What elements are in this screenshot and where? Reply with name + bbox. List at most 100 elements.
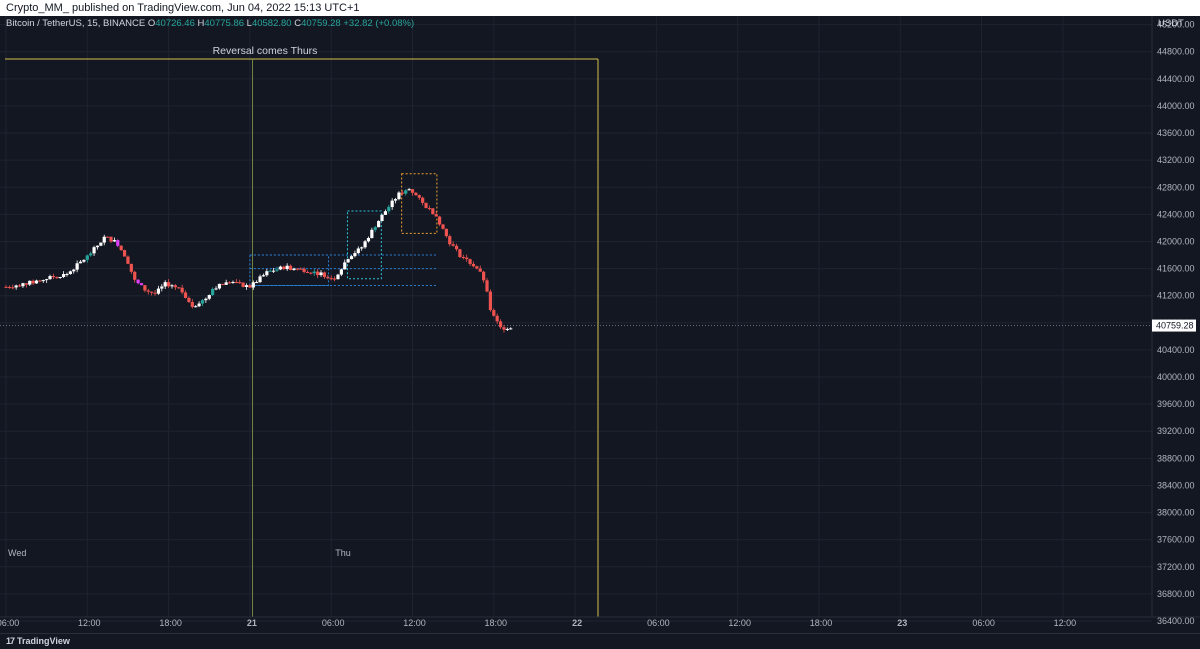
candle-body <box>285 265 289 270</box>
candle-body <box>268 270 272 272</box>
candle-body <box>207 295 211 299</box>
last-price-label: 40759.28 <box>1156 321 1194 331</box>
candle-body <box>305 271 310 273</box>
candle-body <box>41 280 45 282</box>
candle-body <box>177 287 181 289</box>
footer: 17 TradingView <box>0 633 1200 649</box>
candle-body <box>153 292 157 294</box>
candle-body <box>255 282 259 284</box>
price-tick-label: 38800.00 <box>1157 453 1195 463</box>
candle-body <box>427 208 432 210</box>
candle-body <box>468 259 472 264</box>
candle-body <box>45 279 49 281</box>
candle-body <box>200 300 205 304</box>
price-tick-label: 36800.00 <box>1157 589 1195 599</box>
candle-body <box>92 247 96 254</box>
candle-body <box>299 268 303 270</box>
candle-body <box>292 268 296 270</box>
brand-name: TradingView <box>17 636 70 646</box>
close-key: C <box>294 18 302 29</box>
candle-body <box>11 287 15 289</box>
candle-body <box>68 271 72 275</box>
candle-body <box>48 276 52 280</box>
time-tick-label: 06:00 <box>647 618 670 628</box>
orange-dotted-box <box>401 173 438 234</box>
candle-body <box>89 253 93 256</box>
candle-body <box>119 245 123 251</box>
candle-body <box>112 240 116 242</box>
candle-body <box>387 207 391 212</box>
price-tick-label: 39600.00 <box>1157 399 1195 409</box>
candle-body <box>414 192 418 196</box>
candle-body <box>319 272 323 276</box>
publication-header: Crypto_MM_ published on TradingView.com,… <box>0 0 1200 16</box>
candle-body <box>85 255 89 260</box>
candle-body <box>393 199 398 201</box>
candle-body <box>4 286 8 288</box>
candle-body <box>211 288 215 296</box>
candle-body <box>329 278 333 280</box>
candle-body <box>451 244 455 246</box>
candle-body <box>244 285 249 287</box>
candle-body <box>173 285 177 288</box>
candles <box>4 188 513 333</box>
candle-body <box>482 271 486 281</box>
candle-body <box>78 261 83 264</box>
time-tick-label: 21 <box>247 618 257 628</box>
candle-body <box>295 268 299 270</box>
candle-body <box>116 240 120 246</box>
candle-body <box>400 192 404 194</box>
candle-body <box>82 259 86 262</box>
candle-body <box>58 277 62 279</box>
time-tick-label: 12:00 <box>1054 618 1077 628</box>
candle-body <box>448 236 452 245</box>
price-axis[interactable]: 36400.00 36800.00 37200.00 37600.00 38000.00… <box>1151 16 1196 626</box>
candle-body <box>258 276 262 283</box>
time-tick-label: 23 <box>897 618 907 628</box>
candle-body <box>316 271 320 276</box>
candle-body <box>160 286 164 289</box>
candle-body <box>51 276 56 278</box>
candle-body <box>434 214 438 217</box>
candle-body <box>238 282 242 284</box>
candle-body <box>129 263 133 272</box>
candle-body <box>163 282 167 287</box>
candle-body <box>248 285 252 288</box>
close-value: 40759.28 <box>301 18 341 29</box>
candle-body <box>383 211 387 215</box>
candle-body <box>461 257 465 259</box>
candle-body <box>122 250 127 257</box>
candle-body <box>282 266 286 270</box>
candle-body <box>343 262 347 270</box>
candle-body <box>424 202 428 209</box>
cyan-dotted-box <box>346 210 382 280</box>
candle-body <box>65 274 69 276</box>
candle-body <box>214 288 218 290</box>
candle-body <box>197 303 201 307</box>
time-tick-label: 06:00 <box>972 618 995 628</box>
candle-body <box>302 268 306 272</box>
tradingview-logo[interactable]: 17 TradingView <box>6 636 70 646</box>
candle-body <box>410 189 415 193</box>
candle-body <box>492 310 496 316</box>
price-tick-label: 44800.00 <box>1157 47 1195 57</box>
time-axis[interactable]: 06:00 12:00 18:00 21 06:00 12:00 18:00 22 06:00 1… <box>0 616 1200 628</box>
candle-body <box>397 192 401 200</box>
open-value: 40726.46 <box>155 18 195 29</box>
price-tick-label: 43600.00 <box>1157 128 1195 138</box>
candle-body <box>183 292 188 298</box>
candle-body <box>502 327 506 330</box>
candle-body <box>275 269 279 271</box>
candle-body <box>146 290 150 292</box>
price-tick-label: 42400.00 <box>1157 209 1195 219</box>
candle-body <box>326 277 330 279</box>
open-key: O <box>147 18 156 29</box>
candle-body <box>438 216 442 225</box>
candle-body <box>288 265 293 270</box>
price-chart[interactable]: Wed Thu 36400.0036800.0037200.0037600.003… <box>0 16 1200 633</box>
candle-body <box>322 272 327 278</box>
candle-body <box>346 259 350 263</box>
candle-body <box>336 274 340 280</box>
time-tick-label: 12:00 <box>403 618 426 628</box>
candle-body <box>475 266 479 269</box>
